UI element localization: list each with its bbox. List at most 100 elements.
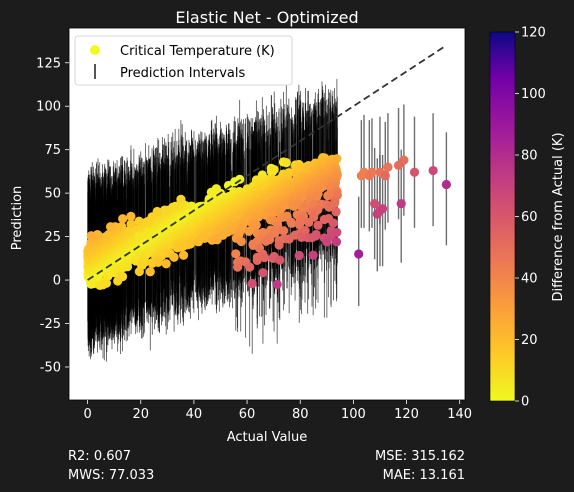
colorbar-tick-label: 0 bbox=[521, 395, 529, 410]
data-point bbox=[86, 231, 96, 241]
data-point bbox=[268, 166, 278, 176]
x-tick-label: 100 bbox=[341, 407, 366, 422]
data-point bbox=[212, 235, 222, 245]
legend-box bbox=[74, 35, 293, 86]
diagonal-line bbox=[87, 44, 447, 281]
data-point bbox=[393, 160, 404, 170]
y-tick-label: -25 bbox=[40, 317, 61, 332]
data-point bbox=[113, 276, 123, 286]
data-point bbox=[287, 218, 297, 228]
data-point bbox=[200, 233, 210, 244]
data-point bbox=[134, 216, 144, 226]
data-point bbox=[245, 262, 255, 272]
data-point bbox=[300, 226, 310, 236]
data-point bbox=[211, 184, 221, 194]
data-point bbox=[294, 220, 305, 230]
data-point bbox=[331, 237, 342, 247]
data-point bbox=[312, 192, 322, 202]
x-tick-label: 120 bbox=[394, 407, 419, 422]
data-point bbox=[161, 259, 171, 269]
colorbar: 0 20 40 60 80 100 120 Difference from Actual (… bbox=[489, 26, 566, 410]
colorbar-tick-label: 20 bbox=[521, 333, 538, 348]
metrics-left: R2: 0.607 MWS: 77.033 bbox=[68, 447, 154, 485]
diagonal-layer bbox=[87, 44, 447, 281]
colorbar-tick-label: 100 bbox=[521, 87, 546, 102]
data-point bbox=[103, 230, 113, 240]
data-point bbox=[441, 179, 451, 190]
y-tick-label: 50 bbox=[44, 187, 61, 202]
data-point bbox=[332, 227, 342, 237]
data-point bbox=[247, 278, 257, 289]
data-point bbox=[311, 231, 321, 241]
data-point bbox=[380, 171, 390, 181]
legend: Critical Temperature (K) Prediction Inte… bbox=[74, 35, 293, 86]
data-point bbox=[169, 252, 179, 262]
data-point bbox=[275, 255, 285, 265]
data-point bbox=[428, 165, 438, 176]
mws-metric: MWS: 77.033 bbox=[68, 468, 155, 483]
metrics-right: MSE: 315.162 MAE: 13.161 bbox=[300, 447, 465, 485]
data-point bbox=[176, 194, 186, 204]
x-tick-label: 140 bbox=[447, 407, 472, 422]
x-tick-label: 0 bbox=[83, 407, 91, 422]
data-point bbox=[101, 278, 112, 288]
data-point bbox=[153, 257, 163, 267]
data-point bbox=[126, 211, 136, 222]
data-point bbox=[279, 226, 289, 236]
data-point bbox=[178, 250, 189, 260]
data-point bbox=[304, 217, 314, 227]
data-point bbox=[231, 249, 241, 259]
data-point bbox=[223, 180, 234, 191]
data-point bbox=[126, 219, 136, 229]
data-point bbox=[409, 167, 420, 177]
data-point bbox=[134, 266, 144, 277]
colorbar-gradient bbox=[490, 32, 515, 401]
data-point bbox=[252, 255, 262, 265]
colorbar-tick-label: 40 bbox=[521, 272, 538, 287]
chart-title: Elastic Net - Optimized bbox=[175, 8, 358, 27]
plot-frame bbox=[68, 27, 466, 401]
y-tick-label: 25 bbox=[44, 230, 61, 245]
data-point bbox=[133, 230, 143, 241]
colorbar-tick-label: 120 bbox=[521, 26, 546, 41]
data-point bbox=[356, 171, 366, 181]
x-axis-ticks: 0 20 40 60 80 100 120 140 bbox=[83, 400, 472, 422]
data-point bbox=[313, 220, 323, 230]
data-point bbox=[122, 262, 133, 272]
colorbar-tick-label: 80 bbox=[521, 149, 538, 164]
data-point bbox=[258, 268, 268, 278]
colorbar-label: Difference from Actual (K) bbox=[551, 132, 566, 301]
data-point bbox=[328, 218, 339, 228]
data-point bbox=[233, 262, 243, 272]
x-tick-label: 60 bbox=[239, 407, 256, 422]
colorbar-ticks: 0 20 40 60 80 100 120 bbox=[515, 26, 546, 410]
y-tick-label: 100 bbox=[36, 100, 61, 115]
y-tick-label: -50 bbox=[40, 360, 61, 375]
data-point bbox=[168, 202, 178, 212]
data-point bbox=[274, 240, 284, 250]
data-point bbox=[105, 222, 116, 232]
y-tick-label: 125 bbox=[36, 56, 61, 71]
data-point bbox=[152, 206, 162, 217]
data-point bbox=[308, 250, 318, 260]
data-point bbox=[383, 162, 393, 172]
legend-marker-critical-temperature bbox=[90, 45, 100, 55]
data-point bbox=[259, 252, 270, 263]
mse-metric: MSE: 315.162 bbox=[375, 449, 465, 464]
x-tick-label: 80 bbox=[292, 407, 309, 422]
data-point bbox=[372, 209, 382, 219]
data-point bbox=[323, 191, 333, 201]
y-axis-label: Prediction bbox=[10, 186, 25, 251]
legend-label-prediction-intervals: Prediction Intervals bbox=[120, 66, 245, 81]
colorbar-tick-label: 60 bbox=[521, 210, 538, 225]
mae-metric: MAE: 13.161 bbox=[382, 468, 465, 483]
y-tick-label: 75 bbox=[44, 143, 61, 158]
data-point bbox=[244, 226, 254, 237]
r2-metric: R2: 0.607 bbox=[68, 449, 132, 464]
data-point bbox=[324, 202, 334, 212]
data-point bbox=[281, 158, 291, 168]
data-point bbox=[118, 214, 128, 224]
data-point bbox=[331, 207, 341, 217]
data-point bbox=[236, 236, 246, 247]
